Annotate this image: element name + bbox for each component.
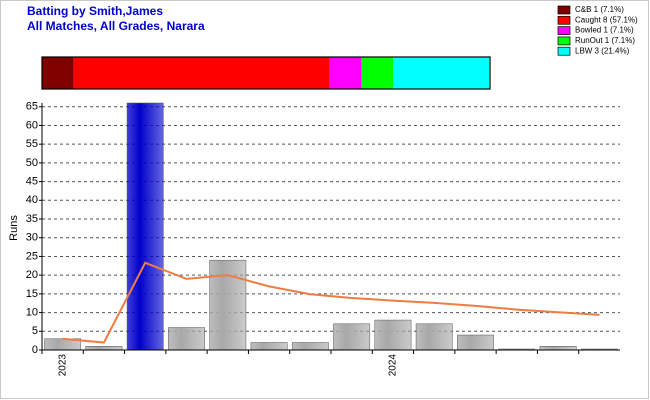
chart-title: Batting by Smith,James (27, 4, 163, 18)
bar (126, 102, 164, 351)
y-tick-label: 10 (26, 306, 38, 318)
chart-subtitle: All Matches, All Grades, Narara (27, 19, 205, 33)
y-tick-label: 35 (26, 213, 38, 225)
legend-swatch (557, 36, 571, 46)
legend-swatch (557, 5, 571, 15)
x-tick-label: 2024 (388, 354, 399, 377)
y-tick-label: 55 (26, 138, 38, 150)
bar (415, 323, 453, 351)
proportion-frame (41, 56, 491, 90)
y-tick-label: 45 (26, 175, 38, 187)
average-line (62, 261, 600, 344)
y-tick-label: 5 (32, 325, 38, 337)
proportion-segment (73, 57, 330, 89)
proportion-segment (42, 57, 74, 89)
bar (333, 323, 371, 351)
y-tick-label: 30 (26, 232, 38, 244)
bar (457, 334, 494, 351)
y-tick-label: 50 (26, 157, 38, 169)
legend-label: Bowled 1 (7.1%) (575, 26, 634, 35)
proportion-segment (329, 57, 362, 89)
bar (85, 346, 123, 351)
legend-label: Caught 8 (57.1%) (575, 15, 638, 24)
bar (539, 346, 577, 351)
y-tick-label: 40 (26, 194, 38, 206)
y-tick-label: 0 (32, 344, 38, 356)
x-tick-label: 2023 (57, 354, 68, 377)
proportion-segment (361, 57, 394, 89)
y-tick-label: 60 (26, 119, 38, 131)
legend-label: LBW 3 (21.4%) (575, 46, 630, 55)
legend-label: RunOut 1 (7.1%) (575, 36, 635, 45)
bar (291, 342, 329, 351)
bar (250, 342, 288, 351)
bar (374, 319, 412, 351)
bar (209, 259, 247, 351)
bar (168, 327, 205, 351)
y-tick-label: 65 (26, 101, 38, 113)
y-tick-label: 25 (26, 250, 38, 262)
y-axis-label: Runs (8, 215, 20, 241)
legend-swatch (557, 26, 571, 35)
proportion-segment (393, 57, 490, 89)
y-tick-label: 20 (26, 269, 38, 281)
legend-label: C&B 1 (7.1%) (575, 5, 624, 14)
legend-swatch (557, 46, 571, 56)
legend-swatch (557, 15, 571, 25)
y-tick-label: 15 (26, 288, 38, 300)
